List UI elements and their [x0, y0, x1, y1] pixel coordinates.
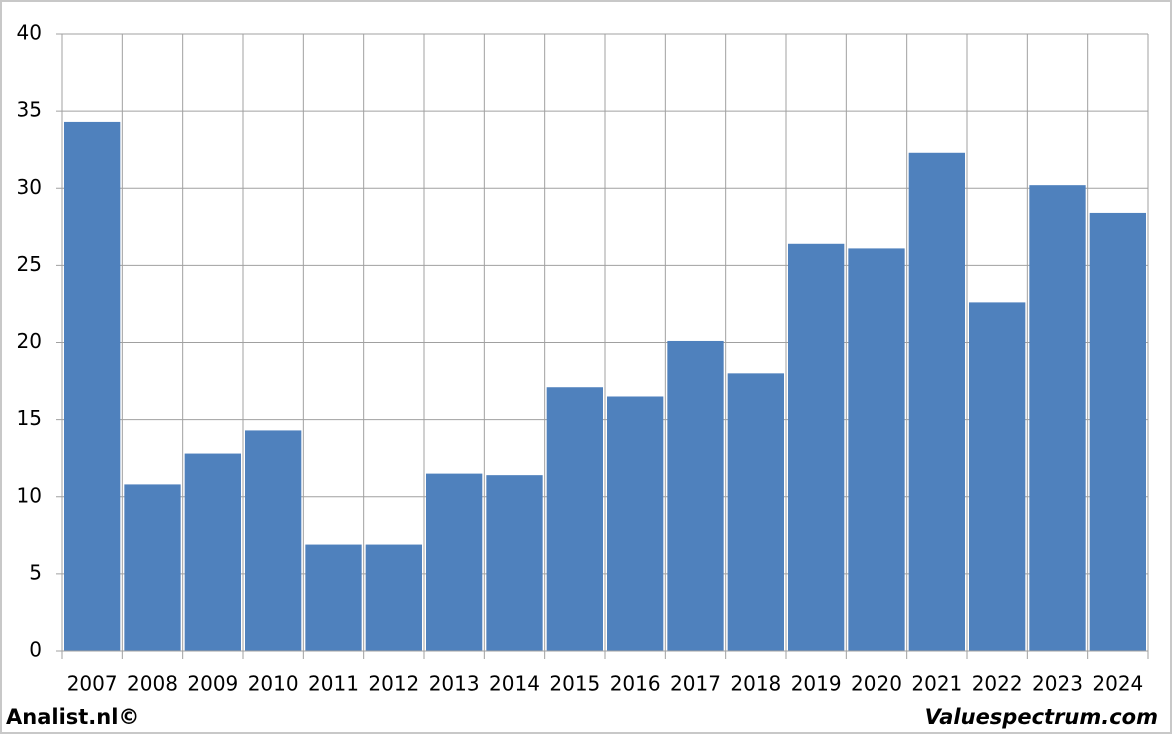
y-tick-label: 10: [17, 483, 42, 507]
bar: [124, 484, 181, 651]
x-tick-label: 2013: [429, 672, 480, 696]
bar: [908, 152, 965, 651]
bar: [1029, 185, 1086, 652]
y-tick-label: 15: [17, 406, 42, 430]
bar: [1089, 212, 1146, 651]
y-tick-label: 0: [29, 638, 42, 662]
x-tick-label: 2016: [610, 672, 661, 696]
bar: [788, 243, 845, 651]
bar: [64, 121, 121, 652]
bar: [727, 373, 784, 651]
x-tick-label: 2019: [791, 672, 842, 696]
bar: [365, 544, 422, 651]
footer-left: Analist.nl©: [6, 705, 139, 729]
footer-right: Valuespectrum.com: [925, 705, 1158, 729]
x-tick-label: 2010: [248, 672, 299, 696]
y-tick-label: 5: [29, 560, 42, 584]
x-tick-label: 2021: [911, 672, 962, 696]
x-tick-label: 2007: [67, 672, 118, 696]
x-tick-label: 2022: [972, 672, 1023, 696]
bar: [305, 544, 362, 651]
bar: [546, 387, 603, 651]
bar: [426, 473, 483, 651]
x-tick-label: 2017: [670, 672, 721, 696]
y-tick-label: 40: [17, 21, 42, 45]
bar: [245, 430, 302, 651]
y-tick-label: 30: [17, 175, 42, 199]
x-tick-label: 2011: [308, 672, 359, 696]
bar: [184, 453, 241, 651]
bar: [848, 248, 905, 651]
x-tick-label: 2024: [1092, 672, 1143, 696]
x-tick-label: 2008: [127, 672, 178, 696]
bar: [667, 340, 724, 651]
y-tick-label: 20: [17, 329, 42, 353]
x-tick-label: 2009: [187, 672, 238, 696]
x-tick-label: 2023: [1032, 672, 1083, 696]
bar: [486, 475, 543, 651]
x-tick-label: 2015: [549, 672, 600, 696]
x-tick-label: 2018: [730, 672, 781, 696]
bar: [607, 396, 664, 651]
y-tick-label: 25: [17, 252, 42, 276]
x-tick-label: 2020: [851, 672, 902, 696]
x-tick-label: 2012: [368, 672, 419, 696]
y-tick-label: 35: [17, 98, 42, 122]
x-tick-label: 2014: [489, 672, 540, 696]
bar: [969, 302, 1026, 651]
